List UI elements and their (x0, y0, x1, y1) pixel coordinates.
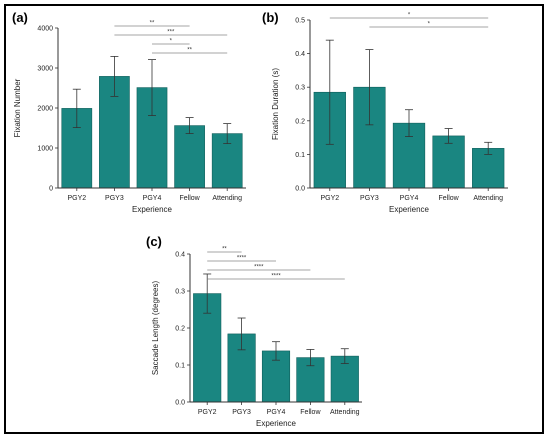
y-tick-label: 0.0 (175, 400, 185, 407)
bar (432, 135, 465, 189)
significance-label: **** (254, 265, 264, 271)
y-tick-label: 0.4 (295, 51, 305, 58)
y-tick-label: 4000 (37, 26, 53, 33)
significance-label: * (170, 39, 173, 45)
x-tick-label: Attending (212, 195, 242, 202)
y-tick-label: 0.3 (175, 289, 185, 296)
significance-label: *** (167, 30, 175, 36)
significance-label: ** (187, 48, 192, 54)
x-axis-title: Experience (132, 205, 173, 214)
y-tick-label: 0.4 (175, 252, 185, 259)
x-tick-label: PGY3 (232, 409, 251, 416)
significance-label: ** (222, 247, 227, 253)
significance-label: * (428, 22, 431, 28)
panel-b-fixation-duration: (b) 0.0 0.1 0.2 0.3 0.4 0.5 PGY2 PGY3 PGY4 Fellow A… (262, 10, 508, 214)
x-tick-label: PGY4 (267, 409, 286, 416)
x-tick-label: PGY3 (105, 195, 124, 202)
x-tick-label: Attending (473, 195, 503, 202)
x-tick-label: Fellow (179, 195, 200, 202)
x-tick-label: PGY2 (320, 195, 339, 202)
panel-letter: (c) (146, 234, 162, 249)
y-tick-label: 0.2 (295, 118, 305, 125)
significance-label: ** (150, 21, 155, 27)
significance-label: **** (237, 256, 247, 262)
y-tick-label: 0.1 (295, 152, 305, 159)
y-axis-title: Fixation Duration (s) (271, 68, 280, 140)
y-axis-title: Fixation Number (13, 78, 22, 137)
significance-label: * (408, 13, 411, 19)
y-tick-label: 0.0 (295, 186, 305, 193)
y-axis-title: Saccade Length (degrees) (151, 281, 160, 376)
panel-letter: (b) (262, 10, 279, 25)
significance-label: **** (271, 274, 281, 280)
y-tick-label: 0 (49, 186, 53, 193)
x-tick-label: PGY2 (198, 409, 217, 416)
x-axis-title: Experience (389, 205, 430, 214)
x-tick-label: Attending (330, 409, 360, 416)
bar (174, 125, 205, 189)
y-tick-label: 0.3 (295, 85, 305, 92)
x-tick-label: Fellow (300, 409, 321, 416)
figure-frame: (a) 0 1000 2000 3000 4000 PGY2 PGY3 PGY4 Fellow At… (4, 4, 544, 434)
y-tick-label: 3000 (37, 66, 53, 73)
y-tick-label: 0.1 (175, 363, 185, 370)
x-tick-label: PGY4 (400, 195, 419, 202)
bar (472, 148, 505, 189)
x-tick-label: PGY4 (143, 195, 162, 202)
figure-canvas: (a) 0 1000 2000 3000 4000 PGY2 PGY3 PGY4 Fellow At… (12, 10, 508, 428)
y-tick-label: 1000 (37, 146, 53, 153)
x-tick-label: Fellow (438, 195, 459, 202)
panel-letter: (a) (12, 10, 28, 25)
x-tick-label: PGY3 (360, 195, 379, 202)
panel-c-saccade-length: (c) 0.0 0.1 0.2 0.3 0.4 PGY2 PGY3 PGY4 Fellow Atte… (146, 234, 362, 428)
x-tick-label: PGY2 (67, 195, 86, 202)
panel-a-fixation-number: (a) 0 1000 2000 3000 4000 PGY2 PGY3 PGY4 Fellow At… (12, 10, 246, 214)
y-tick-label: 0.5 (295, 18, 305, 25)
y-tick-label: 2000 (37, 106, 53, 113)
y-tick-label: 0.2 (175, 326, 185, 333)
x-axis-title: Experience (256, 419, 297, 428)
